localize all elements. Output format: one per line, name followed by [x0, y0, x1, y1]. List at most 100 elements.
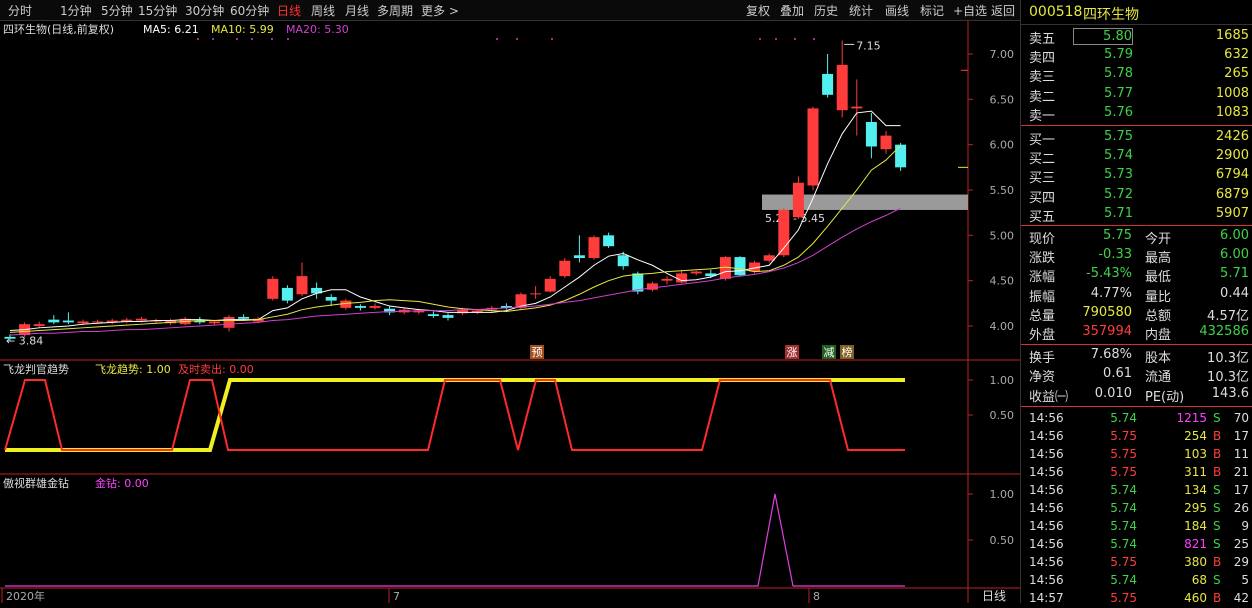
stat-row: 收益㈠ 0.010 PE(动) 143.6: [1021, 385, 1252, 405]
tick-volume: 380: [1184, 554, 1207, 569]
candle-body: [588, 237, 600, 258]
panel3-title: 傲视群雄金钻: [3, 476, 69, 490]
stat-row: 换手 7.68% 股本 10.3亿: [1021, 346, 1252, 367]
tick-volume: 68: [1191, 572, 1207, 587]
tick-row: 14:56 5.75 103 B 11: [1021, 446, 1252, 464]
bid-label: 买一: [1029, 133, 1056, 148]
candle-body: [880, 135, 892, 150]
bid-volume: 6879: [1215, 186, 1249, 202]
ytick-label: 4.00: [990, 320, 1015, 333]
tick-row: 14:56 5.74 184 S 9: [1021, 518, 1252, 536]
tool-6[interactable]: +自选: [953, 4, 988, 18]
tick-count: 26: [1233, 500, 1249, 515]
p3-tick-label: 1.00: [990, 488, 1015, 501]
tick-volume: 460: [1184, 590, 1207, 605]
tick-side: S: [1213, 536, 1221, 551]
tool-7[interactable]: 返回: [991, 4, 1016, 18]
ask-row: 卖一 5.76 1083: [1021, 104, 1252, 124]
period-6[interactable]: 日线: [277, 4, 302, 18]
candle-body: [865, 122, 877, 147]
ytick-label: 6.50: [990, 93, 1015, 106]
bid-row: 买一 5.75 2426: [1021, 128, 1252, 148]
tick-time: 14:56: [1029, 464, 1064, 479]
stat-label: 最高: [1145, 251, 1172, 267]
tool-3[interactable]: 统计: [849, 4, 874, 18]
candle-body: [413, 310, 425, 313]
stat-row: 现价 5.75 今开 6.00: [1021, 227, 1252, 247]
ask-price: 5.78: [1104, 66, 1133, 82]
tool-4[interactable]: 画线: [885, 4, 910, 18]
tick-row: 14:56 5.75 311 B 21: [1021, 464, 1252, 482]
stat-label: 流通: [1145, 370, 1172, 386]
bid-price: 5.72: [1104, 186, 1133, 202]
panel3-diamond-label: 金钻: 0.00: [95, 476, 149, 490]
stat-label: 总额: [1145, 308, 1172, 324]
sell-line: [4, 379, 905, 451]
period-0[interactable]: 分时: [8, 4, 33, 18]
tick-row: 14:56 5.74 821 S 25: [1021, 536, 1252, 554]
tool-5[interactable]: 标记: [920, 4, 945, 18]
stat-label: 股本: [1145, 351, 1172, 367]
tick-price: 5.74: [1110, 518, 1137, 533]
tick-volume: 134: [1184, 482, 1207, 497]
xaxis-label: 8: [813, 590, 820, 603]
tick-side: B: [1213, 464, 1222, 479]
period-4[interactable]: 30分钟: [185, 4, 225, 18]
tick-time: 14:56: [1029, 536, 1064, 551]
stat-value: 7.68%: [1090, 347, 1132, 363]
stat-label: 换手: [1029, 351, 1056, 367]
period-2[interactable]: 5分钟: [101, 4, 133, 18]
tick-price: 5.74: [1110, 410, 1137, 425]
candle-body: [530, 293, 542, 295]
kline-chart[interactable]: 7.00 6.50 6.00 5.50 5.00 4.50 4.00 四环生物(日线,前复权)…: [0, 21, 1020, 603]
top-dot: [813, 38, 815, 40]
candle-body: [48, 319, 60, 323]
stat-value: 6.00: [1220, 228, 1249, 243]
period-toolbar: 分时 1分钟 5分钟 15分钟 30分钟 60分钟 日线 周线 月线 多周期 更多 > 复权 叠加 历史统…: [0, 0, 1020, 21]
stat-value: 4.77%: [1090, 285, 1132, 301]
stat-row: 总量 790580 总额 4.57亿: [1021, 304, 1252, 324]
ytick-label: 4.50: [990, 275, 1015, 288]
period-5[interactable]: 60分钟: [230, 4, 270, 18]
candle-body: [427, 314, 439, 317]
ask-row: 卖五 5.80 1685: [1021, 27, 1252, 47]
period-10[interactable]: 更多 >: [421, 4, 459, 18]
candle-body: [223, 316, 235, 328]
xaxis-label: 2020年: [6, 589, 45, 603]
ask-price: 5.80: [1073, 28, 1133, 45]
event-marker-bg: [785, 345, 799, 359]
stat-value: 5.71: [1220, 266, 1249, 282]
tick-count: 25: [1233, 536, 1249, 551]
tick-side: B: [1213, 590, 1222, 605]
bid-price: 5.75: [1104, 129, 1133, 144]
stat-value: -0.33: [1098, 247, 1132, 263]
candle-body: [836, 64, 848, 111]
period-3[interactable]: 15分钟: [138, 4, 178, 18]
tick-count: 9: [1241, 518, 1249, 533]
top-dot: [236, 38, 238, 40]
top-dot: [775, 38, 777, 40]
period-1[interactable]: 1分钟: [60, 4, 92, 18]
tool-2[interactable]: 历史: [814, 4, 839, 18]
stat-value: 10.3亿: [1207, 351, 1249, 367]
period-7[interactable]: 周线: [311, 4, 336, 18]
tick-count: 29: [1233, 554, 1249, 569]
period-9[interactable]: 多周期: [377, 4, 414, 18]
tick-volume: 295: [1184, 500, 1207, 515]
period-8[interactable]: 月线: [345, 4, 370, 18]
high-label: 7.15: [856, 39, 881, 52]
xaxis-period: 日线: [982, 589, 1006, 603]
tick-price: 5.75: [1110, 446, 1137, 461]
stat-label: 内盘: [1145, 328, 1172, 343]
bid-label: 买二: [1029, 152, 1056, 168]
event-marker-bg: [822, 345, 836, 359]
tool-1[interactable]: 叠加: [780, 4, 805, 18]
bid-price: 5.74: [1104, 148, 1133, 164]
event-marker: 涨: [787, 346, 798, 359]
candle-body: [4, 336, 16, 339]
candle-body: [238, 316, 250, 319]
candle-body: [121, 319, 133, 322]
tool-0[interactable]: 复权: [746, 4, 771, 18]
tick-count: 70: [1233, 410, 1249, 425]
candle-body: [471, 310, 483, 313]
